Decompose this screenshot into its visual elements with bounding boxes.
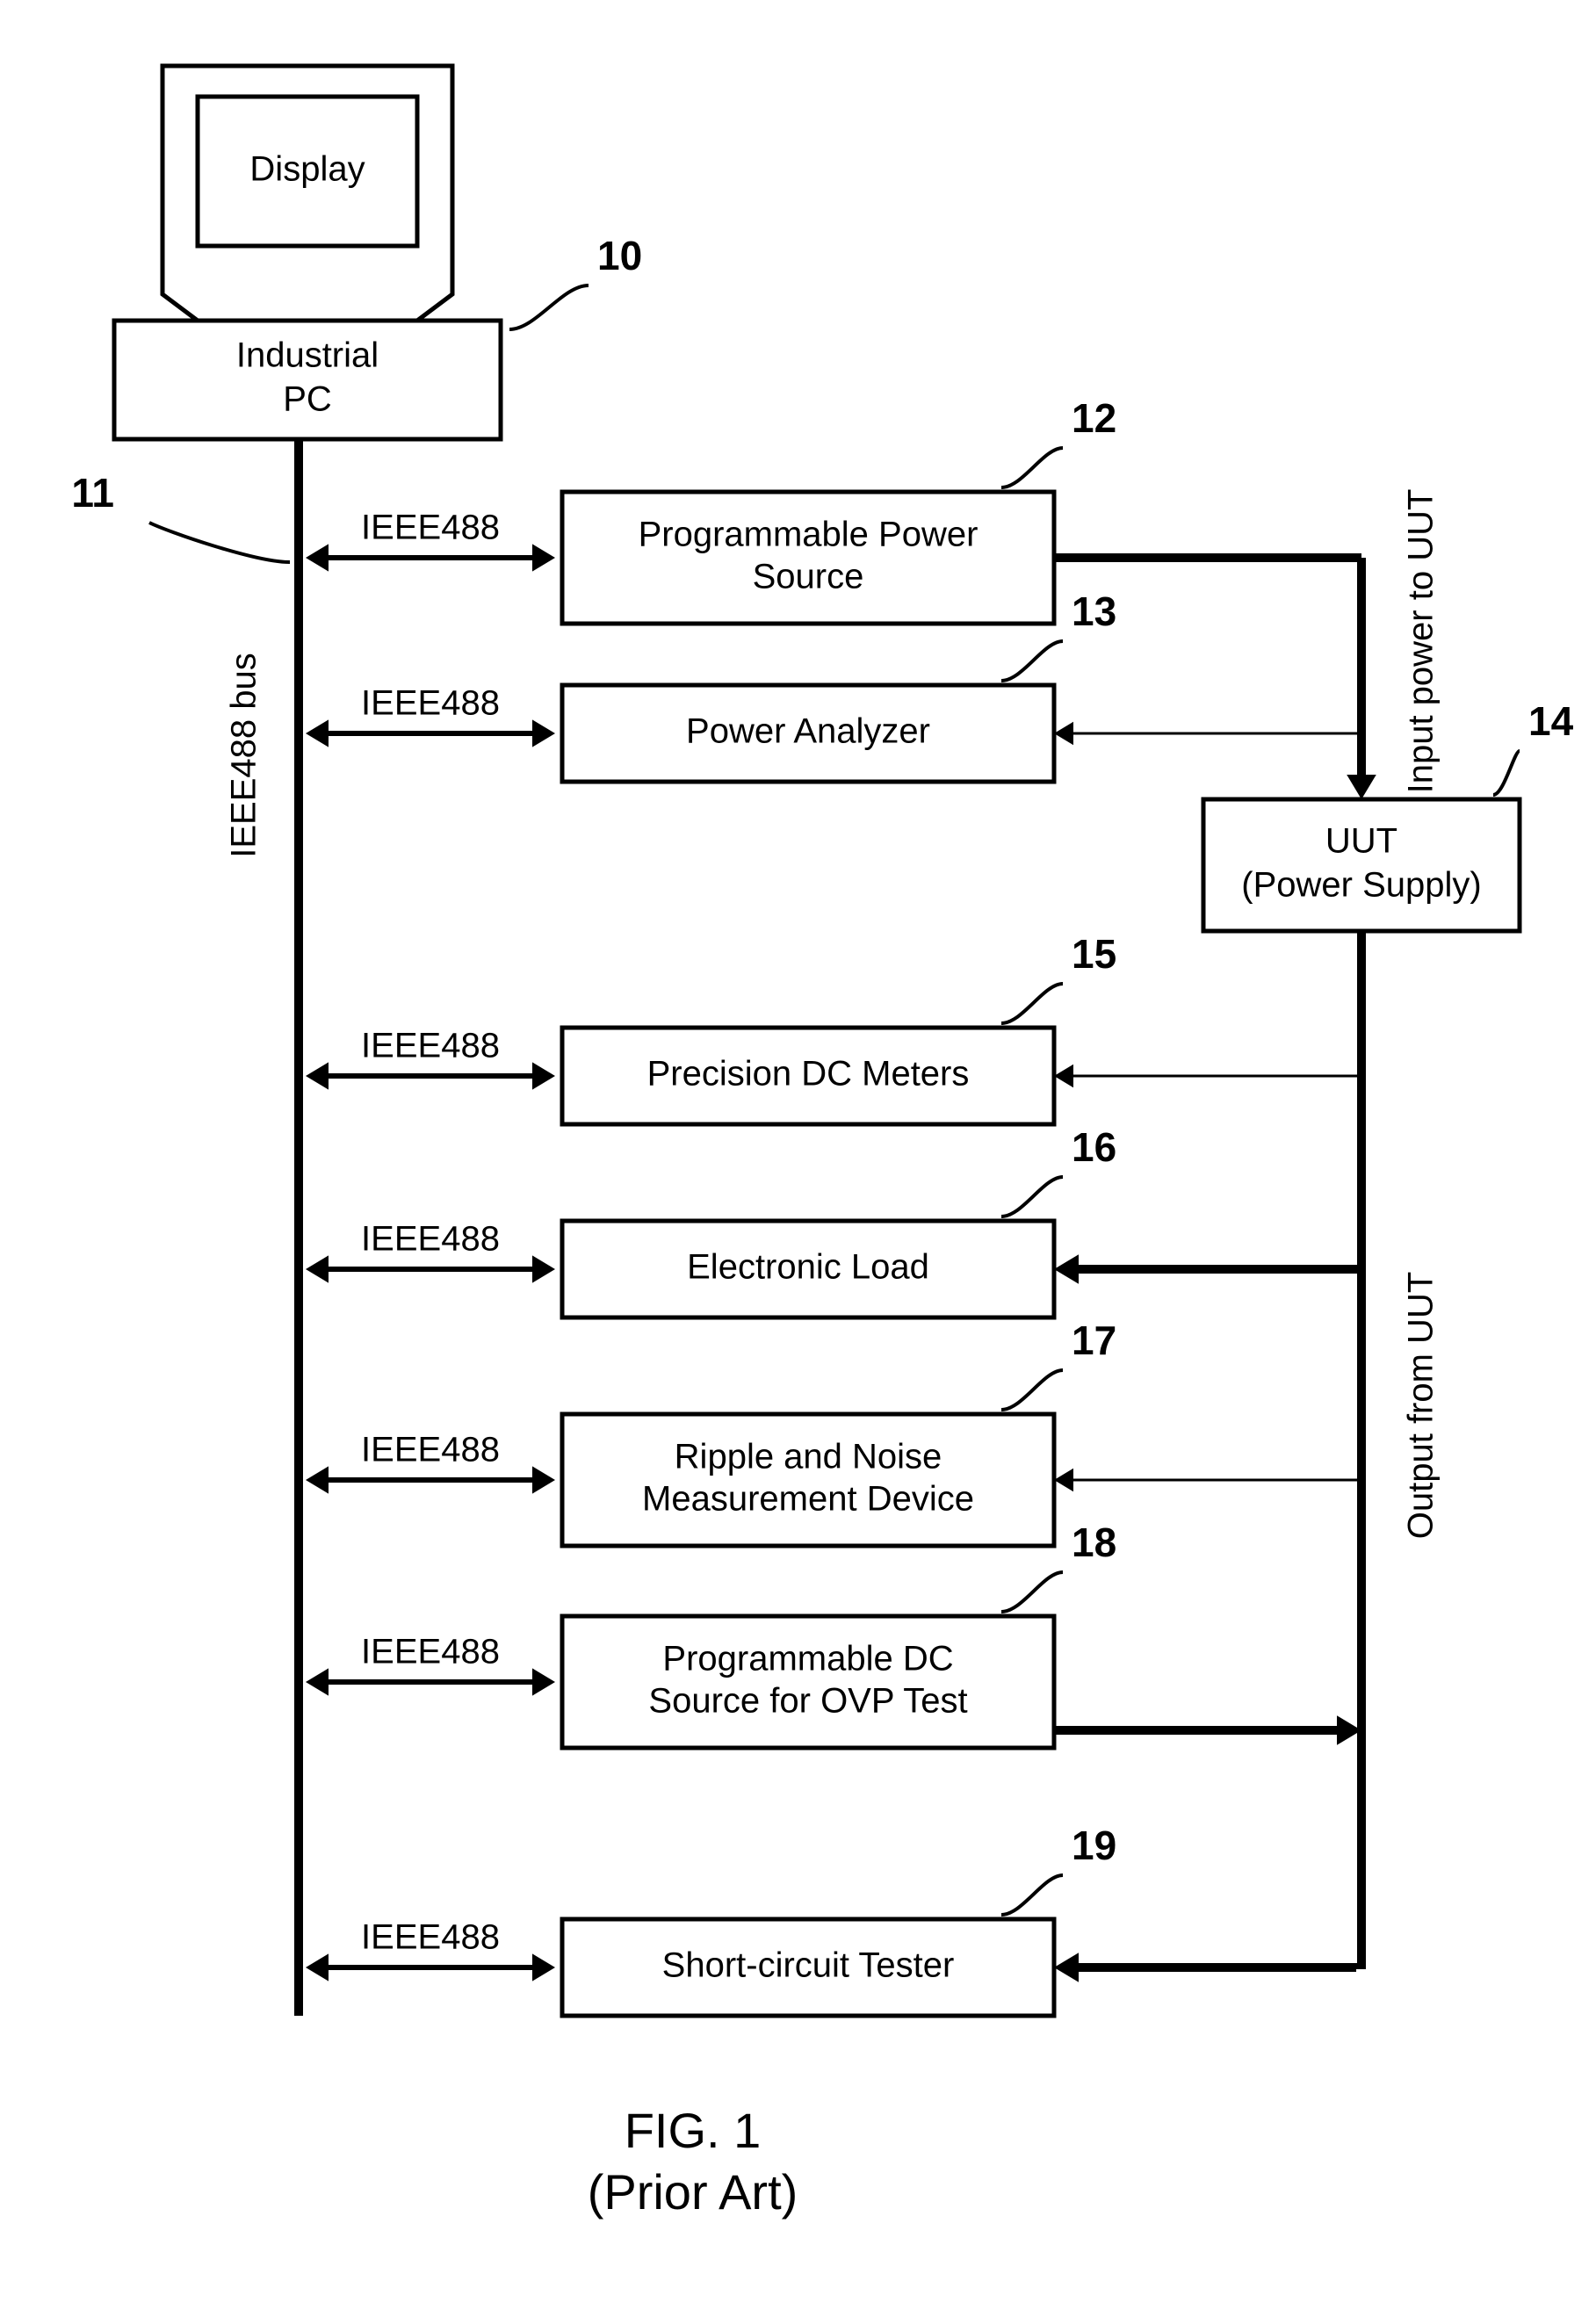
box-ovp-l2: Source for OVP Test	[648, 1682, 967, 1721]
display-label: Display	[249, 150, 365, 189]
box-ripple-l2: Measurement Device	[642, 1480, 974, 1519]
bus-vlabel: IEEE488 bus	[225, 653, 264, 858]
uut-line2: (Power Supply)	[1241, 866, 1481, 905]
ref-17: 17	[1072, 1317, 1116, 1363]
pc-label-2: PC	[283, 380, 332, 419]
box-load-l1: Electronic Load	[687, 1248, 929, 1287]
input-power-label: Input power to UUT	[1402, 489, 1441, 794]
ref-13: 13	[1072, 588, 1116, 634]
uut-line1: UUT	[1325, 822, 1397, 861]
ref-19: 19	[1072, 1823, 1116, 1868]
box-ripple-l1: Ripple and Noise	[675, 1438, 942, 1476]
ref-11: 11	[71, 470, 114, 516]
edge-load: IEEE488	[361, 1220, 500, 1259]
box-sct-l1: Short-circuit Tester	[662, 1946, 955, 1985]
box-src-l2: Source	[753, 558, 864, 596]
caption-line1: FIG. 1	[625, 2103, 762, 2158]
pc-label-1: Industrial	[236, 336, 379, 375]
ref-15: 15	[1072, 931, 1116, 977]
edge-sct: IEEE488	[361, 1918, 500, 1957]
edge-ripple: IEEE488	[361, 1431, 500, 1469]
output-label: Output from UUT	[1402, 1272, 1441, 1540]
ref-16: 16	[1072, 1124, 1116, 1170]
edge-ovp: IEEE488	[361, 1633, 500, 1671]
box-ovp-l1: Programmable DC	[662, 1640, 953, 1678]
edge-dc: IEEE488	[361, 1027, 500, 1065]
edge-src: IEEE488	[361, 509, 500, 547]
box-pa-l1: Power Analyzer	[686, 712, 930, 751]
caption-line2: (Prior Art)	[588, 2164, 798, 2220]
ref-12: 12	[1072, 395, 1116, 441]
edge-pa: IEEE488	[361, 684, 500, 723]
box-src-l1: Programmable Power	[639, 516, 979, 554]
ref-10: 10	[597, 233, 642, 278]
ref-18: 18	[1072, 1520, 1116, 1565]
box-dc-l1: Precision DC Meters	[647, 1055, 970, 1094]
ref-14: 14	[1528, 698, 1574, 744]
